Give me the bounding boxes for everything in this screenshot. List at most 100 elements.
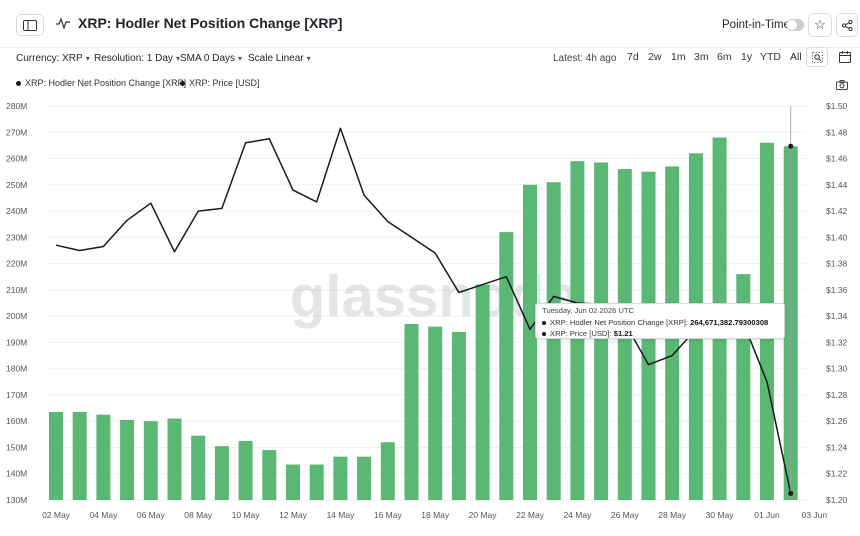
bar[interactable] bbox=[451, 331, 466, 500]
x-tick-label: 12 May bbox=[279, 510, 308, 520]
right-tick-label: $1.40 bbox=[826, 232, 848, 242]
range-button-6m[interactable]: 6m bbox=[717, 51, 732, 63]
latest-update-label: Latest: 4h ago bbox=[553, 53, 617, 64]
left-tick-label: 130M bbox=[6, 495, 27, 505]
left-tick-label: 200M bbox=[6, 311, 27, 321]
tooltip-date: Tuesday, Jun 02 2026 UTC bbox=[542, 306, 635, 315]
share-icon bbox=[841, 19, 853, 31]
bar[interactable] bbox=[72, 412, 87, 500]
left-tick-label: 140M bbox=[6, 469, 27, 479]
bar[interactable] bbox=[286, 464, 300, 500]
bar[interactable] bbox=[475, 284, 490, 500]
bar[interactable] bbox=[167, 418, 182, 500]
chevron-down-icon: ▾ bbox=[306, 54, 311, 63]
camera-icon[interactable] bbox=[836, 80, 848, 90]
left-tick-label: 230M bbox=[6, 232, 27, 242]
zoom-search-icon bbox=[811, 51, 823, 63]
left-tick-label: 220M bbox=[6, 259, 27, 269]
hover-dot-price bbox=[788, 490, 794, 496]
tooltip-dot bbox=[542, 321, 546, 325]
scale-dropdown[interactable]: Scale Linear ▾ bbox=[248, 53, 311, 64]
bar[interactable] bbox=[499, 232, 514, 500]
right-tick-label: $1.44 bbox=[826, 180, 848, 190]
x-tick-label: 28 May bbox=[658, 510, 687, 520]
bar[interactable] bbox=[428, 326, 443, 500]
currency-dropdown[interactable]: Currency: XRP ▾ bbox=[16, 53, 90, 64]
bar[interactable] bbox=[191, 435, 206, 500]
x-tick-label: 14 May bbox=[326, 510, 355, 520]
right-tick-label: $1.22 bbox=[826, 469, 848, 479]
bar[interactable] bbox=[333, 456, 348, 500]
pulse-icon bbox=[56, 17, 70, 30]
chart-toolbar: Currency: XRP ▾ Resolution: 1 Day ▾ SMA 0 … bbox=[0, 47, 860, 76]
right-tick-label: $1.50 bbox=[826, 101, 848, 111]
x-tick-label: 10 May bbox=[232, 510, 261, 520]
left-tick-label: 210M bbox=[6, 285, 27, 295]
left-tick-label: 240M bbox=[6, 206, 27, 216]
bar[interactable] bbox=[262, 450, 277, 500]
bar[interactable] bbox=[404, 324, 419, 500]
resolution-label: Resolution: 1 Day bbox=[94, 53, 173, 64]
range-button-2w[interactable]: 2w bbox=[648, 51, 662, 63]
hover-indicator bbox=[788, 106, 794, 500]
bar[interactable] bbox=[357, 456, 372, 500]
currency-label: Currency: XRP bbox=[16, 53, 83, 64]
bar[interactable] bbox=[238, 440, 253, 500]
zoom-range-button[interactable] bbox=[806, 47, 828, 67]
point-in-time-toggle[interactable] bbox=[786, 19, 804, 31]
range-button-all[interactable]: All bbox=[790, 51, 802, 63]
x-tick-label: 26 May bbox=[611, 510, 640, 520]
tooltip-value: $1.21 bbox=[613, 329, 633, 338]
tooltip-row-net-position: XRP: Hodler Net Position Change [XRP]: 2… bbox=[542, 317, 778, 328]
right-tick-label: $1.36 bbox=[826, 285, 848, 295]
bar[interactable] bbox=[523, 184, 537, 501]
scale-label: Scale Linear bbox=[248, 53, 304, 64]
left-tick-label: 260M bbox=[6, 154, 27, 164]
range-button-1m[interactable]: 1m bbox=[671, 51, 686, 63]
range-button-ytd[interactable]: YTD bbox=[760, 51, 781, 63]
bar[interactable] bbox=[214, 446, 229, 500]
x-axis: 02 May 04 May 06 May 08 May 10 May 12 May 14 M… bbox=[42, 510, 827, 520]
right-tick-label: $1.28 bbox=[826, 390, 848, 400]
x-tick-label: 02 May bbox=[42, 510, 71, 520]
bar[interactable] bbox=[143, 421, 158, 500]
x-tick-label: 18 May bbox=[421, 510, 450, 520]
line-series bbox=[55, 127, 792, 494]
tooltip-label: XRP: Price [USD]: bbox=[550, 329, 614, 338]
x-tick-label: 08 May bbox=[184, 510, 213, 520]
bar[interactable] bbox=[49, 412, 63, 500]
range-button-7d[interactable]: 7d bbox=[627, 51, 639, 63]
right-tick-label: $1.32 bbox=[826, 337, 848, 347]
bar[interactable] bbox=[120, 419, 135, 500]
hover-dot-bar bbox=[788, 143, 794, 149]
legend-item-price[interactable]: XRP: Price [USD] bbox=[180, 78, 260, 88]
bar[interactable] bbox=[546, 182, 561, 500]
legend-item-net-position[interactable]: XRP: Hodler Net Position Change [XRP] bbox=[16, 78, 186, 88]
left-tick-label: 180M bbox=[6, 364, 27, 374]
left-tick-label: 160M bbox=[6, 416, 27, 426]
resolution-dropdown[interactable]: Resolution: 1 Day ▾ bbox=[94, 53, 180, 64]
right-tick-label: $1.24 bbox=[826, 442, 848, 452]
tooltip-row-price: XRP: Price [USD]: $1.21 bbox=[542, 328, 778, 339]
bar[interactable] bbox=[380, 442, 395, 500]
left-tick-label: 250M bbox=[6, 180, 27, 190]
sidebar-toggle-button[interactable] bbox=[16, 14, 44, 36]
x-tick-label: 16 May bbox=[374, 510, 403, 520]
legend-label: XRP: Hodler Net Position Change [XRP] bbox=[25, 78, 187, 88]
left-tick-label: 190M bbox=[6, 337, 27, 347]
right-tick-label: $1.48 bbox=[826, 127, 848, 137]
left-tick-label: 150M bbox=[6, 442, 27, 452]
bar[interactable] bbox=[96, 414, 111, 500]
x-tick-label: 30 May bbox=[706, 510, 735, 520]
chevron-down-icon: ▾ bbox=[85, 54, 90, 63]
range-button-3m[interactable]: 3m bbox=[694, 51, 709, 63]
point-in-time-label: Point-in-Time bbox=[722, 19, 790, 31]
range-button-1y[interactable]: 1y bbox=[741, 51, 753, 63]
legend-label: XRP: Price [USD] bbox=[189, 78, 260, 88]
x-tick-label: 01 Jun bbox=[754, 510, 780, 520]
favorite-button[interactable]: ☆ bbox=[808, 13, 832, 37]
calendar-button[interactable] bbox=[834, 47, 856, 67]
bar[interactable] bbox=[309, 464, 324, 500]
share-button[interactable] bbox=[836, 13, 858, 37]
sma-dropdown[interactable]: SMA 0 Days ▾ bbox=[180, 53, 242, 64]
